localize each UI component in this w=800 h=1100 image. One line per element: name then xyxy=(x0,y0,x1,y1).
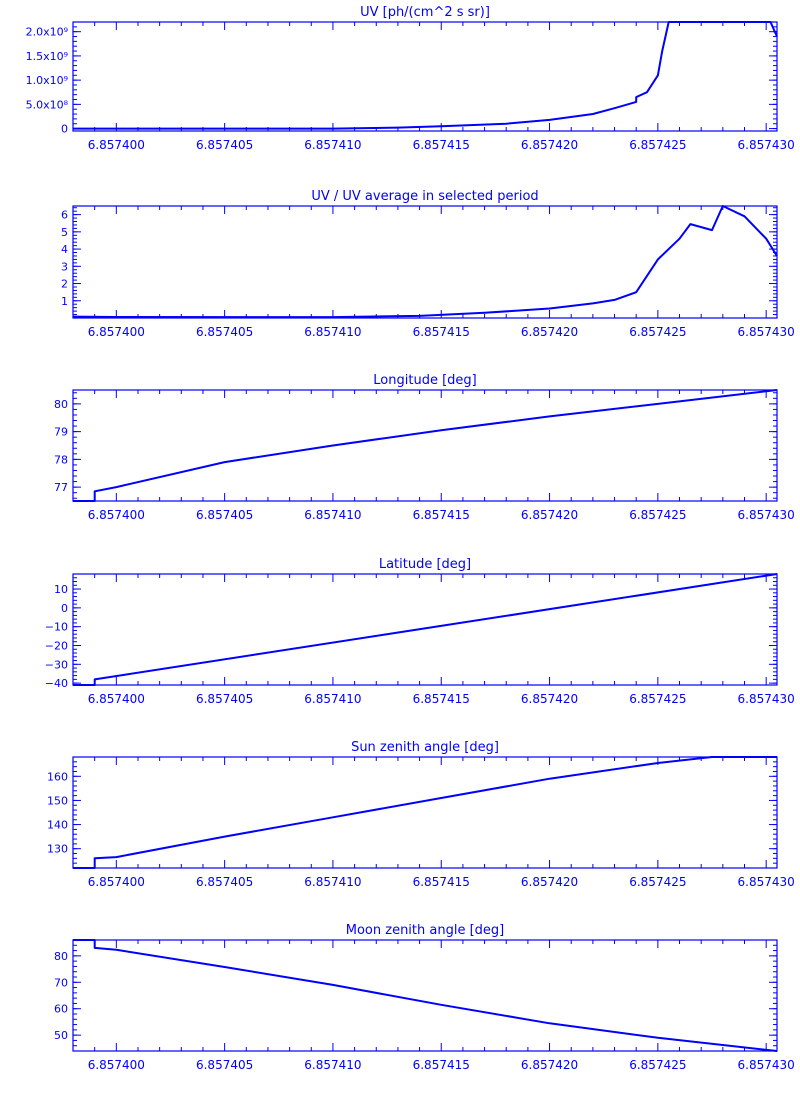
panel-3-title: Longitude [deg] xyxy=(373,373,476,388)
panel-5-title: Sun zenith angle [deg] xyxy=(351,740,499,755)
panel-4-title: Latitude [deg] xyxy=(379,557,471,572)
panel-6-series-line xyxy=(73,939,778,1052)
panel-2-x-tick-label: 6.857400 xyxy=(88,325,145,339)
panel-2-x-tick-label: 6.857425 xyxy=(629,325,686,339)
panel-2-x-tick-label: 6.857405 xyxy=(196,325,253,339)
panel-3-plot-frame xyxy=(72,389,778,502)
panel-4-x-tick-label: 6.857430 xyxy=(738,692,795,706)
panel-4-x-tick-label: 6.857415 xyxy=(413,692,470,706)
panel-5-y-tick-label: 150 xyxy=(47,794,68,807)
panel-5-series-line xyxy=(73,756,777,869)
panel-4-series-line xyxy=(73,573,778,686)
panel-1-x-tick-label: 6.857425 xyxy=(629,138,686,152)
panel-6-title: Moon zenith angle [deg] xyxy=(346,923,504,938)
panel-2-plot-frame xyxy=(72,205,778,319)
panel-1-y-tick-label: 2.0x10⁹ xyxy=(26,26,68,39)
panel-6-x-tick-label: 6.857410 xyxy=(304,1058,361,1072)
panel-6-x-tick-label: 6.857420 xyxy=(521,1058,578,1072)
panel-5-y-tick-label: 130 xyxy=(47,843,68,856)
panel-5-x-tick-label: 6.857430 xyxy=(738,875,795,889)
panel-3-y-tick-label: 77 xyxy=(54,481,68,494)
panel-2-y-tick-label: 2 xyxy=(61,278,68,291)
panel-4-x-tick-label: 6.857410 xyxy=(304,692,361,706)
panel-2-x-tick-label: 6.857430 xyxy=(738,325,795,339)
panel-6-x-tick-label: 6.857400 xyxy=(88,1058,145,1072)
panel-4-x-tick-label: 6.857405 xyxy=(196,692,253,706)
panel-2-y-tick-label: 6 xyxy=(61,209,68,222)
panel-1-y-tick-label: 1.5x10⁹ xyxy=(26,50,68,63)
panel-3-x-tick-label: 6.857420 xyxy=(521,508,578,522)
panel-3-y-tick-label: 80 xyxy=(54,398,68,411)
panel-1-x-tick-label: 6.857410 xyxy=(304,138,361,152)
panel-5-plot-frame xyxy=(72,756,778,869)
panel-5-x-tick-label: 6.857425 xyxy=(629,875,686,889)
panel-4-y-tick-label: −30 xyxy=(45,658,68,671)
panel-6-y-tick-label: 50 xyxy=(54,1029,68,1042)
panel-3-y-tick-label: 78 xyxy=(54,453,68,466)
panel-6-x-tick-label: 6.857405 xyxy=(196,1058,253,1072)
panel-5-x-tick-label: 6.857400 xyxy=(88,875,145,889)
panel-1-x-tick-label: 6.857400 xyxy=(88,138,145,152)
panel-1-y-tick-label: 5.0x10⁸ xyxy=(26,98,69,111)
panel-2-x-tick-label: 6.857415 xyxy=(413,325,470,339)
panel-6-y-tick-label: 70 xyxy=(54,976,68,989)
panel-4-y-tick-label: −20 xyxy=(45,639,68,652)
panel-2-y-tick-label: 4 xyxy=(61,243,68,256)
panel-3-x-tick-label: 6.857415 xyxy=(413,508,470,522)
panel-3-series-line xyxy=(73,389,778,502)
panel-4-plot-frame xyxy=(72,573,778,686)
panel-6-x-tick-label: 6.857430 xyxy=(738,1058,795,1072)
panel-1-x-tick-label: 6.857415 xyxy=(413,138,470,152)
panel-1-plot-frame xyxy=(72,21,778,132)
panel-2-x-tick-label: 6.857420 xyxy=(521,325,578,339)
panel-4-y-tick-label: −10 xyxy=(45,621,68,634)
panel-1-y-tick-label: 1.0x10⁹ xyxy=(26,74,68,87)
panel-4-x-tick-label: 6.857420 xyxy=(521,692,578,706)
panel-1-y-tick-label: 0 xyxy=(61,123,68,136)
panel-2-y-tick-label: 3 xyxy=(61,260,68,273)
panel-5-x-tick-label: 6.857410 xyxy=(304,875,361,889)
panel-1-x-tick-label: 6.857430 xyxy=(738,138,795,152)
panel-3-x-tick-label: 6.857405 xyxy=(196,508,253,522)
panel-6-plot-frame xyxy=(72,939,778,1052)
panel-5-y-tick-label: 140 xyxy=(47,819,68,832)
panel-6-y-tick-label: 80 xyxy=(54,950,68,963)
panel-5-x-tick-label: 6.857415 xyxy=(413,875,470,889)
panel-3-x-tick-label: 6.857410 xyxy=(304,508,361,522)
panel-5-y-tick-label: 160 xyxy=(47,770,68,783)
panel-2-y-tick-label: 1 xyxy=(61,295,68,308)
panel-1-x-tick-label: 6.857405 xyxy=(196,138,253,152)
panel-4-x-tick-label: 6.857425 xyxy=(629,692,686,706)
panel-6-x-tick-label: 6.857425 xyxy=(629,1058,686,1072)
panel-3-x-tick-label: 6.857430 xyxy=(738,508,795,522)
panel-3-y-tick-label: 79 xyxy=(54,426,68,439)
panel-4-y-tick-label: 0 xyxy=(61,602,68,615)
panel-6-y-tick-label: 60 xyxy=(54,1003,68,1016)
panel-2-title: UV / UV average in selected period xyxy=(311,189,538,204)
panel-2-series-line xyxy=(72,205,778,319)
panel-1-title: UV [ph/(cm^2 s sr)] xyxy=(360,5,490,20)
panel-5-x-tick-label: 6.857405 xyxy=(196,875,253,889)
panel-1-series-line xyxy=(73,21,778,130)
panel-4-y-tick-label: −40 xyxy=(45,677,68,690)
panel-2-y-tick-label: 5 xyxy=(61,226,68,239)
panel-2-x-tick-label: 6.857410 xyxy=(304,325,361,339)
panel-5-x-tick-label: 6.857420 xyxy=(521,875,578,889)
panel-3-x-tick-label: 6.857425 xyxy=(629,508,686,522)
panel-4-x-tick-label: 6.857400 xyxy=(88,692,145,706)
panel-4-y-tick-label: 10 xyxy=(54,583,68,596)
panel-3-x-tick-label: 6.857400 xyxy=(88,508,145,522)
panel-6-x-tick-label: 6.857415 xyxy=(413,1058,470,1072)
panel-1-x-tick-label: 6.857420 xyxy=(521,138,578,152)
